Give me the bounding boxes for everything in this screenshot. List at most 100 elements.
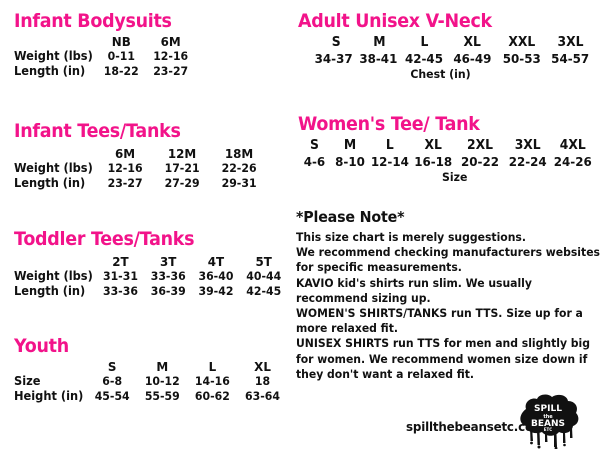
table-cell: 12-16 <box>153 49 189 63</box>
row-label: Size <box>14 374 41 388</box>
section-toddler-tees-tanks: Toddler Tees/Tanks 2T 3T 4T 5T Weight (l… <box>14 228 302 299</box>
table-cell: 40-44 <box>246 269 282 283</box>
note-line: WOMEN'S SHIRTS/TANKS run TTS. Size up fo… <box>296 306 600 336</box>
table-womens-tee-tank: S M L XL 2XL 3XL 4XL 4-6 8-10 12-14 16-1… <box>298 138 594 184</box>
table-row: Length (in) 33-36 36-39 39-42 42-45 <box>14 284 288 299</box>
column-header: XL <box>254 359 271 374</box>
column-header: 2T <box>112 254 129 269</box>
table-row: Length (in) 23-27 27-29 29-31 <box>14 176 268 191</box>
column-header: 12M <box>167 146 197 161</box>
logo-text-spill: SPILL <box>534 404 562 414</box>
corner-cell <box>14 254 97 269</box>
column-header: 4XL <box>559 138 586 153</box>
table-infant-bodysuits: NB 6M Weight (lbs) 0-11 12-16 Length (in… <box>14 34 195 79</box>
column-header: NB <box>111 34 131 49</box>
table-header-row: NB 6M <box>14 34 195 49</box>
row-label: Weight (lbs) <box>14 49 93 63</box>
note-text: run TTS. Size up for a more relaxed fit. <box>296 306 583 336</box>
table-adult-unisex-vneck: S M L XL XXL 3XL 34-37 38-41 42-45 46-49… <box>298 35 594 81</box>
note-line: We recommend checking manufacturers webs… <box>296 245 600 275</box>
table-toddler-tees-tanks: 2T 3T 4T 5T Weight (lbs) 31-31 33-36 36-… <box>14 254 288 299</box>
note-bold-prefix: KAVIO <box>296 275 334 290</box>
section-youth: Youth S M L XL Size 6-8 10-12 14-16 <box>14 335 302 404</box>
note-text: kid's shirts run slim. We usually recomm… <box>296 275 532 305</box>
column-header: 2XL <box>467 138 494 153</box>
table-row: Size 6-8 10-12 14-16 18 <box>14 374 288 389</box>
note-line: This size chart is merely suggestions. <box>296 230 600 245</box>
table-row: Height (in) 45-54 55-59 60-62 63-64 <box>14 389 288 404</box>
section-infant-tees-tanks: Infant Tees/Tanks 6M 12M 18M Weight (lbs… <box>14 120 302 191</box>
column-header: XL <box>424 138 442 153</box>
table-cell: 12-16 <box>107 161 143 175</box>
table-cell: 63-64 <box>245 389 280 403</box>
column-header: S <box>331 35 341 50</box>
column-header: L <box>420 35 429 50</box>
column-header: 3XL <box>514 138 541 153</box>
note-bold-prefix: WOMEN'S SHIRTS/TANKS <box>296 306 448 321</box>
row-label: Length (in) <box>14 64 86 78</box>
table-cell: 55-59 <box>144 389 180 403</box>
corner-cell <box>14 34 97 49</box>
row-label: Length (in) <box>14 176 86 190</box>
table-cell: 39-42 <box>198 284 234 298</box>
row-label: Weight (lbs) <box>14 161 93 175</box>
table-cell: 17-21 <box>164 161 200 175</box>
section-title-youth: Youth <box>14 335 69 357</box>
note-text: This size chart is merely suggestions. <box>296 230 526 244</box>
table-cell: 10-12 <box>144 374 180 388</box>
table-cell: 42-45 <box>246 284 282 298</box>
table-cell: 50-53 <box>502 51 541 66</box>
table-cell: 16-18 <box>414 154 453 169</box>
table-cell: 54-57 <box>551 51 590 66</box>
corner-cell <box>14 359 87 374</box>
table-cell: 4-6 <box>303 154 326 169</box>
column-header: S <box>107 359 117 374</box>
corner-cell <box>14 146 97 161</box>
row-label: Weight (lbs) <box>14 269 93 283</box>
table-row: Length (in) 18-22 23-27 <box>14 64 195 79</box>
note-line: UNISEX SHIRTS run TTS for men and slight… <box>296 336 600 382</box>
column-header: XL <box>463 35 481 50</box>
section-please-note: *Please Note* This size chart is merely … <box>296 208 600 382</box>
column-header: M <box>343 138 357 153</box>
logo-text-etc: ETC <box>544 427 552 432</box>
row-label: Height (in) <box>14 389 84 403</box>
row-label: Length (in) <box>14 284 86 298</box>
table-cell: 42-45 <box>404 51 443 66</box>
table-infant-tees-tanks: 6M 12M 18M Weight (lbs) 12-16 17-21 22-2… <box>14 146 268 191</box>
logo-splat-icon: SPILL the BEANS ETC <box>520 394 579 450</box>
table-cell: 18-22 <box>103 64 139 78</box>
table-header-row: 2T 3T 4T 5T <box>14 254 288 269</box>
section-infant-bodysuits: Infant Bodysuits NB 6M Weight (lbs) 0-11… <box>14 10 302 79</box>
table-cell: 60-62 <box>194 389 230 403</box>
table-cell: 29-31 <box>221 176 257 190</box>
right-column: Adult Unisex V-Neck S M L XL XXL 3XL 34-… <box>288 0 600 450</box>
column-header: 6M <box>115 146 136 161</box>
note-bold-prefix: UNISEX SHIRTS <box>296 336 390 351</box>
note-title: *Please Note* <box>296 208 405 226</box>
section-womens-tee-tank: Women's Tee/ Tank S M L XL 2XL 3XL 4XL 4… <box>298 113 600 184</box>
table-cell: 6-8 <box>102 374 123 388</box>
table-cell: 34-37 <box>314 51 353 66</box>
section-title-infant-bodysuits: Infant Bodysuits <box>14 10 172 32</box>
note-text: run TTS for men and slightly big for wom… <box>296 336 590 381</box>
table-cell: 22-26 <box>221 161 257 175</box>
table-row: Weight (lbs) 0-11 12-16 <box>14 49 195 64</box>
table-row: 4-6 8-10 12-14 16-18 20-22 22-24 24-26 <box>298 154 594 169</box>
column-header: M <box>156 359 169 374</box>
column-header: 6M <box>160 34 181 49</box>
table-cell: 38-41 <box>359 51 398 66</box>
table-cell: 45-54 <box>94 389 130 403</box>
table-header-row: 6M 12M 18M <box>14 146 268 161</box>
website-url[interactable]: spillthebeansetc.com <box>406 419 546 434</box>
note-body: This size chart is merely suggestions. W… <box>296 230 600 382</box>
table-cell: 23-27 <box>153 64 189 78</box>
table-header-row: S M L XL XXL 3XL <box>315 35 594 51</box>
logo-text-beans: BEANS <box>531 419 565 429</box>
table-header-row: S M L XL 2XL 3XL 4XL <box>298 138 594 154</box>
table-cell: 33-36 <box>102 284 138 298</box>
table-cell: 27-29 <box>164 176 200 190</box>
left-column: Infant Bodysuits NB 6M Weight (lbs) 0-11… <box>0 0 288 450</box>
note-line: KAVIO kid's shirts run slim. We usually … <box>296 276 600 306</box>
